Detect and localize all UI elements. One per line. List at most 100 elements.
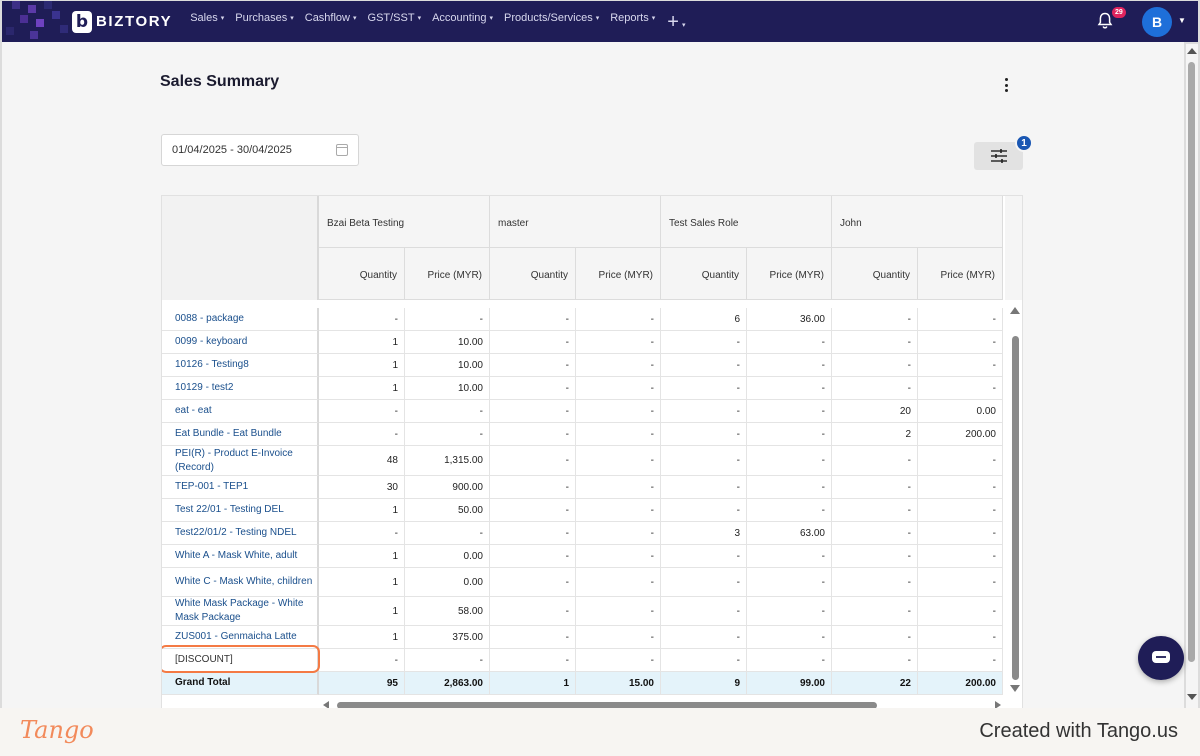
quantity-cell: - <box>661 377 747 400</box>
quantity-cell: - <box>319 400 405 423</box>
quantity-cell: - <box>319 423 405 446</box>
column-header-price[interactable]: Price (MYR) <box>747 248 832 300</box>
price-cell: - <box>576 522 661 545</box>
table-horizontal-scrollbar[interactable] <box>319 699 1005 708</box>
menu-cashflow[interactable]: Cashflow ▾ <box>304 11 357 24</box>
more-options-icon[interactable] <box>1000 76 1012 94</box>
brand-name: BIZTORY <box>96 13 173 30</box>
product-link[interactable]: 10129 - test2 <box>162 377 319 400</box>
page-vertical-scrollbar[interactable] <box>1186 44 1198 708</box>
quantity-cell: - <box>661 331 747 354</box>
price-cell: 10.00 <box>405 354 490 377</box>
product-link[interactable]: Test22/01/2 - Testing NDEL <box>162 522 319 545</box>
price-cell: 1,315.00 <box>405 446 490 476</box>
chevron-down-icon[interactable]: ▼ <box>1178 16 1186 25</box>
avatar[interactable]: B <box>1142 7 1172 37</box>
column-header-price[interactable]: Price (MYR) <box>918 248 1003 300</box>
chevron-down-icon: ▾ <box>651 14 656 22</box>
quantity-cell: - <box>832 499 918 522</box>
table-row: 0088 - package - - - -6 36.00- - <box>162 308 1022 331</box>
product-link[interactable]: 10126 - Testing8 <box>162 354 319 377</box>
table-row: Eat Bundle - Eat Bundle - - - - - -2 200.00 <box>162 423 1022 446</box>
quantity-cell: - <box>832 522 918 545</box>
price-cell: - <box>576 597 661 626</box>
menu-gst-sst[interactable]: GST/SST ▾ <box>367 11 422 24</box>
quantity-cell: - <box>832 331 918 354</box>
quantity-cell: - <box>490 545 576 568</box>
filter-button[interactable] <box>974 142 1023 170</box>
product-link[interactable]: Test 22/01 - Testing DEL <box>162 499 319 522</box>
product-link[interactable]: ZUS001 - Genmaicha Latte <box>162 626 319 649</box>
product-link[interactable]: White A - Mask White, adult <box>162 545 319 568</box>
price-cell: 375.00 <box>405 626 490 649</box>
column-header-price[interactable]: Price (MYR) <box>405 248 490 300</box>
table-row: TEP-001 - TEP1 30 900.00- - - - - - <box>162 476 1022 499</box>
menu-purchases[interactable]: Purchases ▾ <box>235 11 294 24</box>
scroll-up-arrow-icon[interactable] <box>1187 48 1197 54</box>
main-content: Sales Summary 01/04/2025 - 30/04/2025 1 … <box>2 42 1184 708</box>
scroll-down-arrow-icon[interactable] <box>1010 685 1020 692</box>
tango-credit: Created with Tango.us <box>979 720 1178 742</box>
price-cell: - <box>918 476 1003 499</box>
brand-logo[interactable]: b BIZTORY <box>72 10 173 33</box>
price-cell: - <box>747 354 832 377</box>
quantity-cell: 1 <box>319 331 405 354</box>
column-header-quantity[interactable]: Quantity <box>319 248 405 300</box>
date-range-picker[interactable]: 01/04/2025 - 30/04/2025 <box>161 134 359 166</box>
menu-sales[interactable]: Sales ▾ <box>190 11 225 24</box>
quantity-cell: - <box>661 499 747 522</box>
column-header-quantity[interactable]: Quantity <box>832 248 918 300</box>
menu-reports[interactable]: Reports ▾ <box>610 11 656 24</box>
logo-pixel-pattern <box>6 1 68 39</box>
chat-button[interactable] <box>1138 636 1184 680</box>
scrollbar-thumb[interactable] <box>337 702 877 708</box>
product-link[interactable]: White Mask Package - White Mask Package <box>162 597 319 626</box>
quantity-cell: 1 <box>319 568 405 597</box>
price-cell: - <box>918 354 1003 377</box>
price-cell: - <box>918 499 1003 522</box>
notification-badge: 29 <box>1112 7 1126 18</box>
scroll-down-arrow-icon[interactable] <box>1187 694 1197 700</box>
quantity-cell: - <box>832 568 918 597</box>
product-link[interactable]: Eat Bundle - Eat Bundle <box>162 423 319 446</box>
price-cell: - <box>576 423 661 446</box>
column-header-quantity[interactable]: Quantity <box>490 248 576 300</box>
price-cell: 63.00 <box>747 522 832 545</box>
table-header-gutter <box>1005 196 1022 300</box>
quantity-cell: 1 <box>319 354 405 377</box>
chevron-down-icon: ▾ <box>417 14 422 22</box>
price-cell: 99.00 <box>747 672 832 695</box>
product-link[interactable]: 0099 - keyboard <box>162 331 319 354</box>
scroll-up-arrow-icon[interactable] <box>1010 307 1020 314</box>
price-cell: - <box>918 377 1003 400</box>
scrollbar-thumb[interactable] <box>1012 336 1019 680</box>
quantity-cell: - <box>661 446 747 476</box>
quantity-cell: 1 <box>319 545 405 568</box>
product-link[interactable]: eat - eat <box>162 400 319 423</box>
price-cell: 2,863.00 <box>405 672 490 695</box>
quantity-cell: 95 <box>319 672 405 695</box>
column-header-quantity[interactable]: Quantity <box>661 248 747 300</box>
product-link[interactable]: TEP-001 - TEP1 <box>162 476 319 499</box>
quantity-cell: - <box>490 476 576 499</box>
bell-icon[interactable] <box>1097 12 1113 30</box>
price-cell: - <box>747 597 832 626</box>
brand-mark: b <box>72 10 92 33</box>
scroll-left-arrow-icon[interactable] <box>323 701 329 708</box>
price-cell: 0.00 <box>918 400 1003 423</box>
product-link[interactable]: 0088 - package <box>162 308 319 331</box>
scrollbar-thumb[interactable] <box>1188 62 1195 662</box>
menu-quick-add[interactable]: + ▾ <box>666 12 685 32</box>
menu-accounting[interactable]: Accounting ▾ <box>432 11 494 24</box>
menu-products-services[interactable]: Products/Services ▾ <box>504 11 600 24</box>
table-vertical-scrollbar[interactable] <box>1008 300 1022 695</box>
scroll-right-arrow-icon[interactable] <box>995 701 1001 708</box>
quantity-cell: - <box>490 522 576 545</box>
quantity-cell: - <box>490 626 576 649</box>
product-link[interactable]: White C - Mask White, children <box>162 568 319 597</box>
product-link[interactable]: PEI(R) - Product E-Invoice (Record) <box>162 446 319 476</box>
quantity-cell: - <box>490 400 576 423</box>
price-cell: - <box>918 308 1003 331</box>
column-header-price[interactable]: Price (MYR) <box>576 248 661 300</box>
quantity-cell: - <box>490 423 576 446</box>
